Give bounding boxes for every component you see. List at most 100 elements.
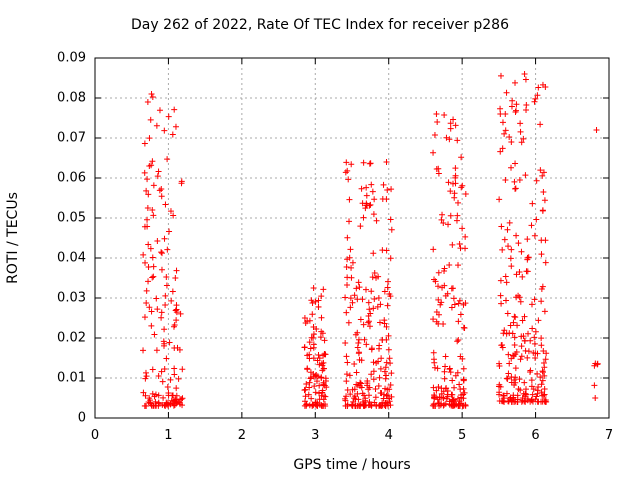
data-point [450, 398, 457, 405]
data-point [355, 350, 362, 357]
data-point [381, 288, 388, 295]
data-point [534, 370, 541, 377]
data-point [318, 314, 325, 321]
data-point [533, 393, 540, 400]
data-point [165, 113, 172, 120]
data-point [154, 173, 161, 180]
data-point [365, 319, 372, 326]
data-point [343, 393, 350, 400]
data-point [350, 395, 357, 402]
data-point [432, 278, 439, 285]
data-point [363, 192, 370, 199]
data-point [539, 283, 546, 290]
y-axis-label: ROTI / TECUs [5, 192, 21, 284]
data-point [522, 390, 529, 397]
data-point [509, 352, 516, 359]
data-point [447, 125, 454, 132]
data-point [143, 402, 150, 409]
data-point [457, 311, 464, 318]
data-point [524, 256, 531, 263]
data-point [144, 205, 151, 212]
data-point [446, 401, 453, 408]
data-point [343, 378, 350, 385]
data-point [344, 281, 351, 288]
data-point [436, 394, 443, 401]
data-point [153, 295, 160, 302]
data-point [362, 395, 369, 402]
data-point [496, 389, 503, 396]
data-point [508, 379, 515, 386]
data-point [163, 355, 170, 362]
data-point [347, 391, 354, 398]
data-point [344, 234, 351, 241]
data-point [539, 377, 546, 384]
data-point [307, 375, 314, 382]
data-point [354, 390, 361, 397]
data-point [376, 374, 383, 381]
data-point [167, 376, 174, 383]
data-point [448, 285, 455, 292]
data-point [163, 274, 170, 281]
data-point [523, 101, 530, 108]
data-point [348, 161, 355, 168]
data-point [499, 398, 506, 405]
data-point [166, 339, 173, 346]
data-point [384, 302, 391, 309]
data-point [171, 345, 178, 352]
data-point [164, 156, 171, 163]
data-point [171, 365, 178, 372]
x-axis-label: GPS time / hours [293, 457, 411, 473]
data-point [531, 98, 538, 105]
data-point [376, 319, 383, 326]
data-point [383, 336, 390, 343]
data-point [302, 393, 309, 400]
x-tick-label: 5 [458, 428, 467, 443]
data-point [506, 360, 513, 367]
data-point [435, 170, 442, 177]
data-point [542, 84, 549, 91]
data-point [154, 238, 161, 245]
data-point [371, 196, 378, 203]
data-point [343, 309, 350, 316]
data-point [308, 334, 315, 341]
data-point [345, 319, 352, 326]
data-point [368, 181, 375, 188]
data-point [154, 306, 161, 313]
data-point [318, 375, 325, 382]
data-point [361, 402, 368, 409]
data-point [456, 240, 463, 247]
data-point [496, 360, 503, 367]
data-point [516, 177, 523, 184]
data-point [382, 364, 389, 371]
data-point [503, 375, 510, 382]
data-point [437, 301, 444, 308]
data-point [149, 158, 156, 165]
data-point [452, 180, 459, 187]
data-point [315, 297, 322, 304]
data-point [375, 383, 382, 390]
data-point [383, 372, 390, 379]
data-point [502, 297, 509, 304]
data-point [354, 329, 361, 336]
data-point [505, 398, 512, 405]
data-point [542, 259, 549, 266]
data-point [355, 339, 362, 346]
data-point [504, 226, 511, 233]
data-point [518, 353, 525, 360]
data-point [517, 120, 524, 127]
data-point [379, 399, 386, 406]
data-point [158, 193, 165, 200]
data-point [454, 137, 461, 144]
data-point [306, 379, 313, 386]
data-point [513, 101, 520, 108]
y-tick-label: 0 [77, 410, 86, 426]
data-point [344, 359, 351, 366]
data-point [441, 265, 448, 272]
data-point [384, 187, 391, 193]
data-point [315, 303, 322, 310]
data-point [320, 365, 327, 372]
data-point [150, 212, 157, 219]
data-point [347, 295, 354, 302]
data-point [498, 300, 505, 307]
data-point [370, 211, 377, 218]
